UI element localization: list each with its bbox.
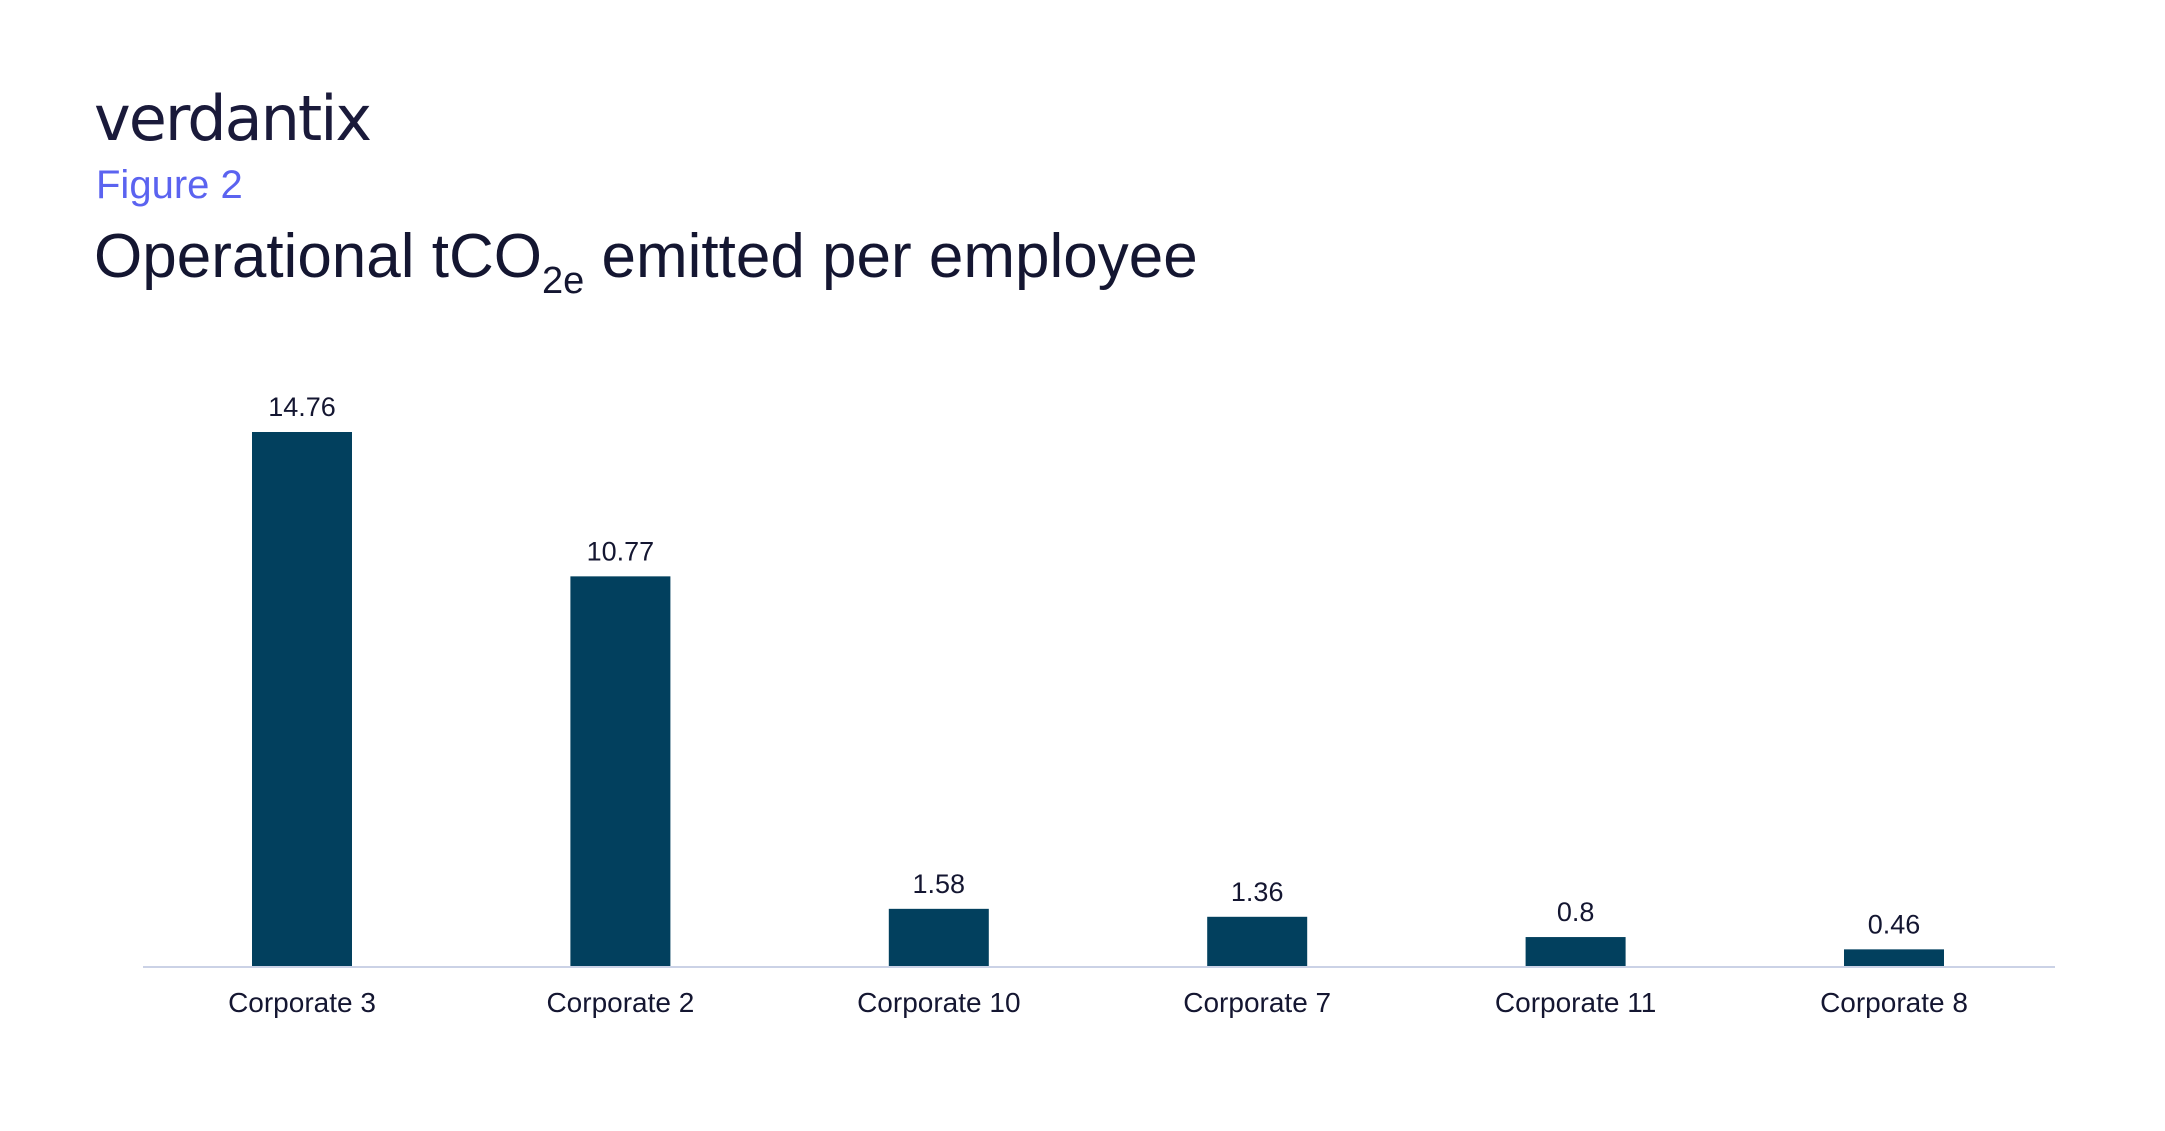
title-rest: emitted per employee — [584, 222, 1198, 291]
chart-title: Operational tCO2e emitted per employee — [94, 226, 1198, 302]
bar — [1207, 916, 1308, 966]
title-main: Operational tCO — [94, 222, 542, 291]
data-label: 1.58 — [913, 869, 966, 899]
data-label: 1.36 — [1231, 877, 1284, 907]
data-label: 10.77 — [587, 536, 655, 566]
bar — [888, 908, 989, 966]
x-tick-label: Corporate 10 — [857, 987, 1020, 1018]
bar — [1844, 949, 1944, 966]
x-tick-label: Corporate 2 — [546, 987, 694, 1018]
x-tick-label: Corporate 11 — [1495, 987, 1656, 1018]
title-subscript: 2e — [542, 260, 585, 302]
x-tick-label: Corporate 3 — [228, 987, 376, 1018]
figure-label: Figure 2 — [96, 163, 243, 207]
data-label: 0.8 — [1557, 897, 1595, 927]
bar — [252, 432, 352, 966]
bar — [1525, 937, 1626, 966]
verdantix-logo: verdantix — [94, 82, 372, 155]
data-label: 0.46 — [1868, 909, 1921, 939]
data-label: 14.76 — [268, 392, 336, 422]
x-tick-label: Corporate 8 — [1820, 987, 1968, 1018]
x-tick-label: Corporate 7 — [1183, 987, 1331, 1018]
bar — [570, 576, 671, 966]
